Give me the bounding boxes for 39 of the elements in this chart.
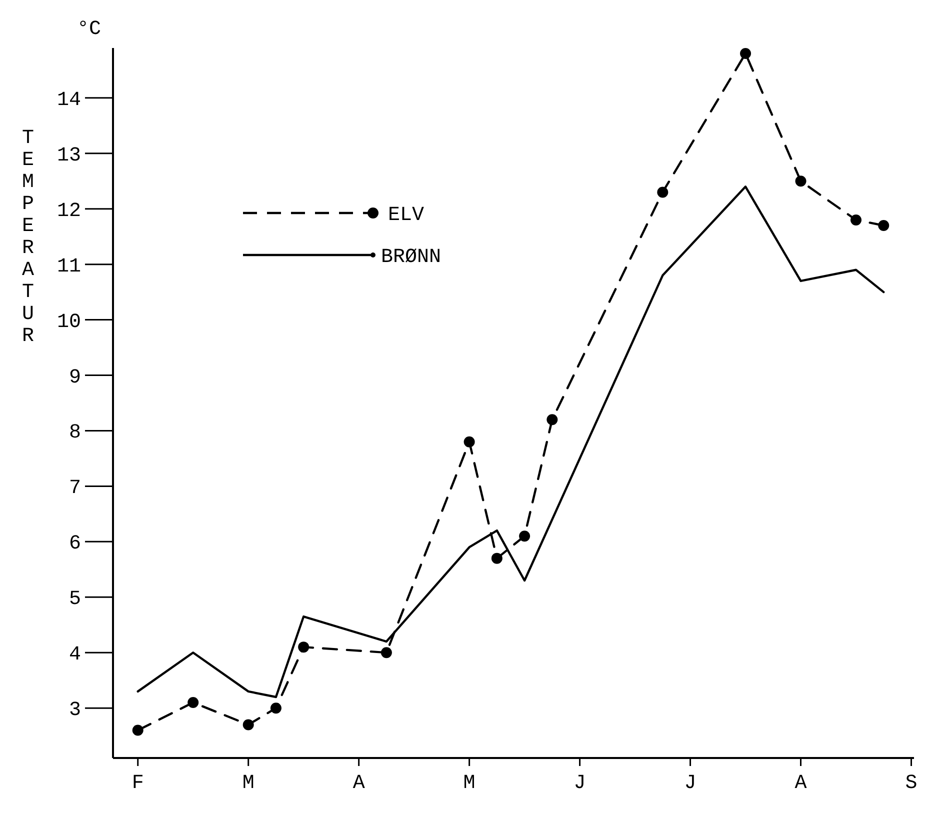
y-tick-label: 7: [68, 477, 81, 500]
point: [464, 436, 475, 448]
point: [795, 176, 806, 187]
point: [132, 724, 144, 736]
x-tick-label: A: [352, 772, 365, 795]
point: [188, 697, 199, 708]
y-tick-label: 9: [68, 366, 81, 390]
y-tick-label: 3: [68, 699, 81, 722]
point: [657, 186, 668, 198]
point: [740, 48, 752, 60]
y-tick-label: 5: [68, 588, 81, 612]
x-tick-label: M: [463, 772, 476, 795]
y-tick-label: 11: [56, 255, 81, 278]
point: [270, 702, 282, 714]
y-tick-label: 12: [56, 200, 81, 223]
point: [298, 642, 310, 653]
legend-label: ELV: [388, 204, 424, 227]
x-tick-label: F: [132, 772, 144, 795]
x-tick-label: A: [794, 772, 807, 795]
point: [380, 647, 392, 658]
point: [546, 414, 558, 426]
x-tick-label: M: [242, 772, 254, 795]
point: [878, 220, 890, 231]
legend-label: BRØNN: [381, 246, 442, 269]
y-tick-label: 10: [56, 310, 81, 334]
y-tick-label: 14: [56, 88, 81, 112]
point: [242, 719, 254, 730]
point: [519, 530, 530, 542]
text: TEMPERATUR: [22, 127, 34, 348]
x-tick-label: J: [684, 772, 696, 795]
y-tick-label: 6: [68, 532, 81, 556]
text: °C: [76, 18, 101, 41]
y-tick-label: 8: [68, 422, 81, 445]
y-tick-label: 13: [56, 144, 81, 168]
x-tick-label: J: [574, 772, 586, 795]
y-tick-label: 4: [68, 644, 81, 667]
point: [850, 214, 862, 226]
x-tick-label: S: [905, 772, 918, 795]
point: [491, 552, 502, 564]
